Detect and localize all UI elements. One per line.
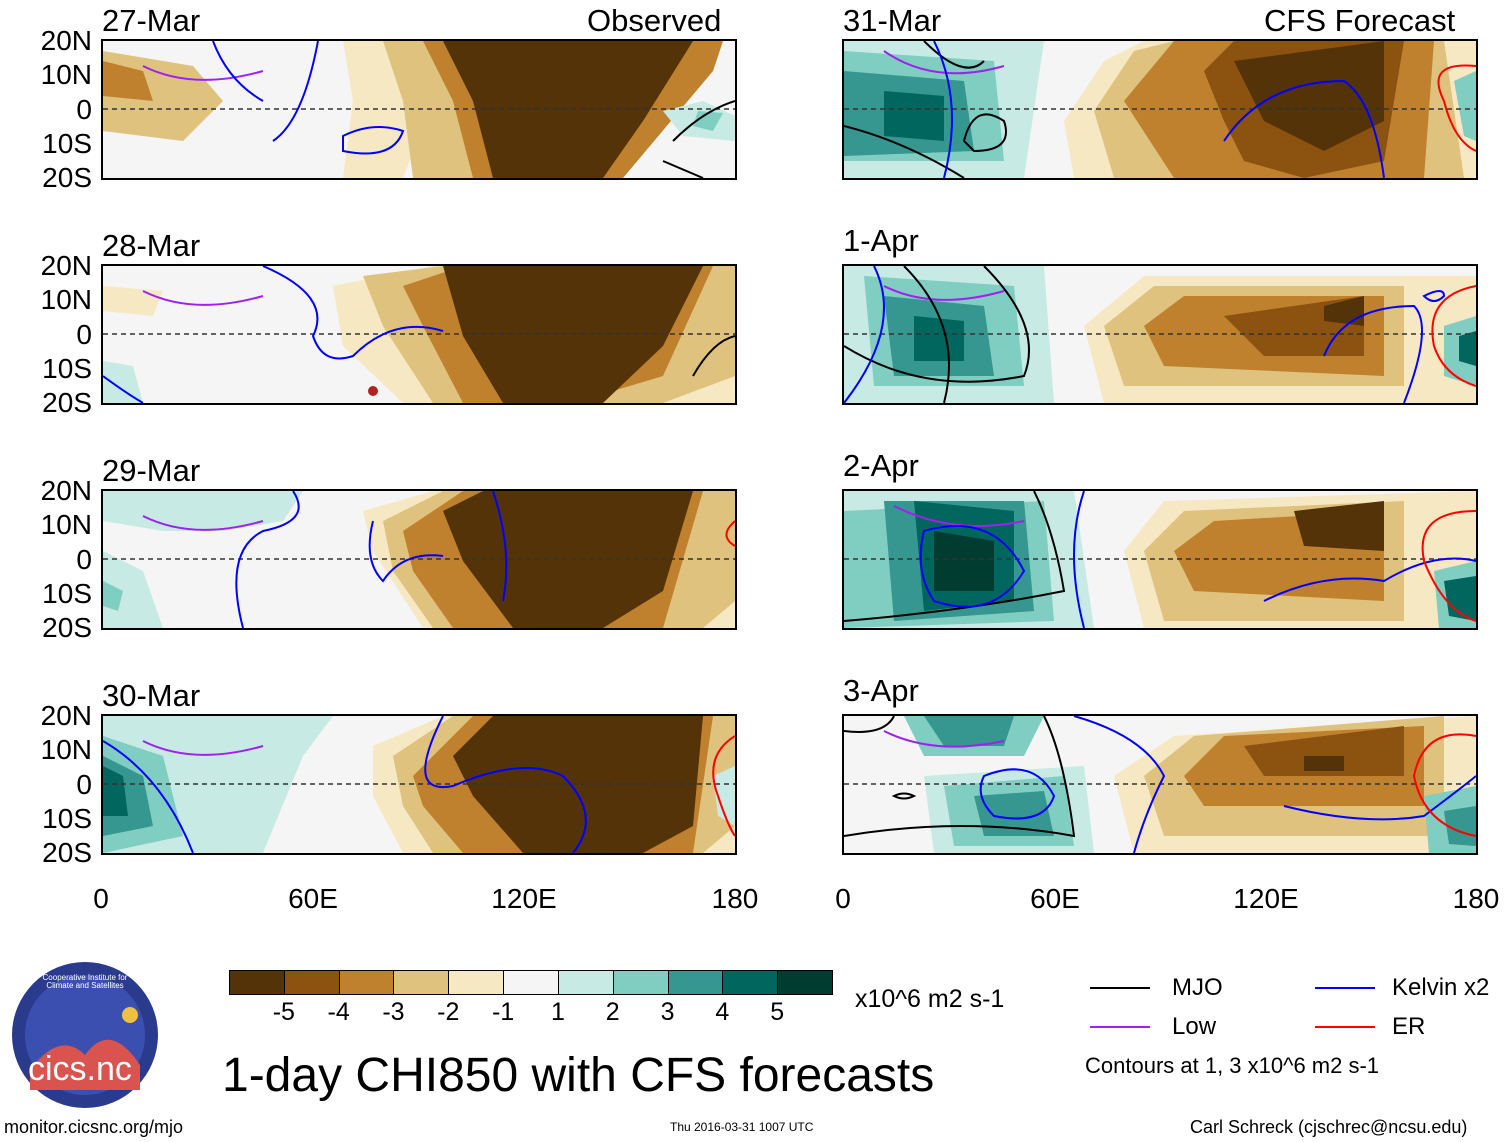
map-panel-27mar: [101, 39, 737, 180]
lat-tick: 20N: [40, 700, 92, 731]
panel-date-27mar: 27-Mar: [102, 3, 201, 38]
main-title: 1-day CHI850 with CFS forecasts: [222, 1049, 935, 1102]
colorbar-label: 4: [715, 998, 730, 1026]
colorbar-label: 2: [605, 998, 620, 1026]
colorbar-swatch: [448, 970, 505, 995]
map-panel-3apr: [842, 714, 1478, 855]
colorbar-label: -4: [327, 998, 350, 1026]
colorbar-swatch: [557, 970, 614, 995]
colorbar-swatch: [722, 970, 779, 995]
lon-tick: 180: [711, 883, 759, 914]
colorbar-swatch: [393, 970, 450, 995]
colorbar-swatch: [283, 970, 340, 995]
lat-tick: 10S: [42, 128, 92, 159]
legend-label-er: ER: [1392, 1013, 1426, 1040]
lon-tick: 60E: [1030, 883, 1080, 914]
colorbar-swatch: [503, 970, 559, 995]
legend-label-low: Low: [1172, 1013, 1217, 1040]
colorbar-label: 1: [550, 998, 565, 1026]
colorbar-label: 3: [660, 998, 675, 1026]
lat-tick: 20S: [42, 162, 92, 193]
legend-note: Contours at 1, 3 x10^6 m2 s-1: [1085, 1053, 1380, 1078]
map-panel-31mar: [842, 39, 1478, 180]
panel-date-28mar: 28-Mar: [102, 228, 201, 263]
lat-tick: 20S: [42, 837, 92, 868]
lat-tick: 10N: [40, 59, 92, 90]
lat-tick: 20N: [40, 250, 92, 281]
logo-ring-text: Cooperative Institute for Climate and Sa…: [42, 973, 128, 990]
lat-tick: 0: [76, 94, 92, 125]
lat-tick: 20N: [40, 25, 92, 56]
legend-label-kelvin: Kelvin x2: [1392, 974, 1490, 1001]
colorbar-swatch: [612, 970, 669, 995]
colorbar-label: -2: [437, 998, 460, 1026]
map-panel-1apr: [842, 264, 1478, 405]
lat-tick: 10S: [42, 803, 92, 834]
colorbar-label: -3: [382, 998, 405, 1026]
legend-line-er: [1315, 1026, 1375, 1028]
legend-label-mjo: MJO: [1172, 974, 1223, 1001]
colorbar-swatch: [667, 970, 724, 995]
colorbar-label: 5: [770, 998, 785, 1026]
legend-line-mjo: [1090, 987, 1150, 989]
panel-date-3apr: 3-Apr: [843, 673, 919, 708]
lat-tick: 0: [76, 544, 92, 575]
lat-tick: 10S: [42, 578, 92, 609]
observed-label: Observed: [587, 3, 722, 38]
legend-line-low: [1090, 1026, 1150, 1028]
lat-tick: 10N: [40, 509, 92, 540]
lat-tick: 0: [76, 769, 92, 800]
map-panel-30mar: [101, 714, 737, 855]
panel-date-2apr: 2-Apr: [843, 448, 919, 483]
footer-timestamp: Thu 2016-03-31 1007 UTC: [670, 1120, 814, 1134]
panel-date-30mar: 30-Mar: [102, 678, 201, 713]
lat-tick: 20S: [42, 612, 92, 643]
legend-line-kelvin: [1315, 987, 1375, 989]
panel-date-29mar: 29-Mar: [102, 453, 201, 488]
lat-tick: 20S: [42, 387, 92, 418]
lon-tick: 0: [835, 883, 851, 914]
colorbar-swatch: [229, 970, 285, 995]
colorbar-units: x10^6 m2 s-1: [855, 985, 1005, 1013]
colorbar-swatch: [777, 970, 833, 995]
forecast-label: CFS Forecast: [1264, 3, 1456, 38]
footer-url[interactable]: monitor.cicsnc.org/mjo: [4, 1117, 184, 1137]
map-panel-2apr: [842, 489, 1478, 630]
colorbar-swatch: [338, 970, 395, 995]
lon-tick: 60E: [288, 883, 338, 914]
lon-tick: 120E: [491, 883, 557, 914]
map-panel-28mar: [101, 264, 737, 405]
map-panel-29mar: [101, 489, 737, 630]
lat-tick: 10N: [40, 284, 92, 315]
lon-tick: 180: [1452, 883, 1500, 914]
lat-tick: 20N: [40, 475, 92, 506]
lat-tick: 0: [76, 319, 92, 350]
lat-tick: 10S: [42, 353, 92, 384]
lat-tick: 10N: [40, 734, 92, 765]
panel-date-1apr: 1-Apr: [843, 223, 919, 258]
footer-credit: Carl Schreck (cjschrec@ncsu.edu): [1190, 1117, 1468, 1137]
colorbar-label: -1: [491, 998, 515, 1026]
logo-text: cics.nc: [28, 1050, 132, 1088]
panel-date-31mar: 31-Mar: [843, 3, 942, 38]
lon-tick: 0: [93, 883, 109, 914]
cicsnc-logo: cics.nc Cooperative Institute for Climat…: [10, 960, 160, 1110]
lon-tick: 120E: [1233, 883, 1299, 914]
colorbar-label: -5: [272, 998, 295, 1026]
